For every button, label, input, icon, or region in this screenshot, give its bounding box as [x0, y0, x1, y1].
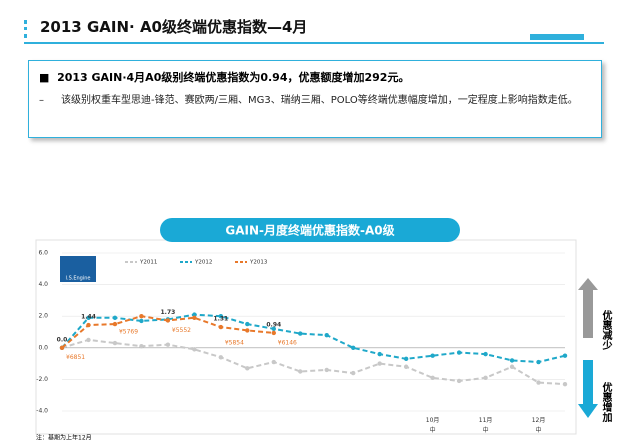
point — [139, 344, 144, 349]
point — [403, 364, 409, 369]
note: 注：基期为上年12月 — [36, 434, 92, 442]
x-tick-label: 12月中 — [532, 417, 546, 434]
title-dots — [24, 20, 30, 38]
point — [456, 350, 462, 355]
headline-row: ■ 2013 GAIN·4月A0级别终端优惠指数为0.94，优惠额度增加292元… — [39, 71, 410, 84]
point — [430, 353, 435, 358]
data-label: 1.31 — [213, 316, 228, 323]
point — [165, 342, 171, 347]
chart-title: GAIN-月度终端优惠指数-A0级 — [225, 223, 394, 238]
point — [509, 364, 515, 369]
point — [218, 314, 224, 319]
data-label: 0.94 — [266, 321, 281, 328]
point — [536, 380, 541, 385]
headline: 2013 GAIN·4月A0级别终端优惠指数为0.94，优惠额度增加292元。 — [57, 71, 410, 84]
y-tick-label: 6.0 — [38, 250, 48, 257]
point — [298, 369, 303, 374]
point — [377, 351, 382, 357]
data-label: 1.73 — [160, 309, 175, 316]
point — [86, 322, 91, 328]
point — [509, 358, 515, 363]
point — [192, 312, 197, 317]
annotation: ¥6146 — [278, 340, 297, 347]
y-tick-label: 2.0 — [38, 313, 48, 320]
down-arrow — [578, 360, 598, 418]
point — [430, 375, 435, 381]
point — [456, 378, 462, 384]
x-tick-label: 11月中 — [479, 417, 493, 434]
legend-label: Y2011 — [139, 260, 157, 266]
title-underline — [24, 42, 604, 44]
point — [483, 351, 488, 357]
side-label-down: 优惠增加 — [600, 381, 613, 423]
annotation: ¥6851 — [66, 354, 85, 361]
point — [483, 375, 488, 381]
point — [192, 315, 197, 320]
annotation: ¥5854 — [225, 340, 244, 347]
point — [351, 345, 356, 350]
series-line — [61, 338, 566, 386]
detail-row: – 该级别权重车型思迪-锋范、赛欧两/三厢、MG3、瑞纳三厢、POLO等终端优惠幅… — [39, 93, 589, 109]
legend-label: Y2013 — [249, 260, 268, 266]
point — [218, 324, 224, 330]
point — [245, 321, 250, 327]
series-line — [61, 313, 566, 364]
point — [271, 330, 276, 336]
point — [112, 321, 118, 327]
point — [351, 370, 356, 376]
point — [112, 340, 118, 346]
point — [86, 337, 91, 343]
y-tick-label: -4.0 — [36, 408, 48, 415]
x-tick-label: 10月中 — [426, 417, 440, 434]
chart-frame — [35, 239, 577, 435]
data-label: 0.0 — [57, 336, 68, 343]
annotation: ¥5769 — [119, 329, 138, 336]
legend-label: Y2012 — [194, 260, 212, 266]
point — [245, 328, 250, 333]
side-label-up: 优惠减少 — [600, 309, 613, 350]
y-tick-label: 0.0 — [38, 344, 48, 351]
dash: – — [39, 95, 44, 106]
data-label: 1.44 — [81, 314, 96, 321]
point — [192, 347, 197, 352]
point — [112, 315, 118, 320]
point — [165, 318, 171, 323]
y-tick-label: -2.0 — [36, 376, 48, 383]
point — [139, 314, 144, 319]
annotation: ¥5552 — [172, 327, 191, 334]
title-accent — [530, 34, 584, 40]
point — [562, 353, 568, 358]
point — [536, 359, 541, 365]
logo: I.S.Engine — [66, 276, 91, 282]
point — [562, 381, 568, 387]
logo-box — [60, 256, 96, 282]
point — [324, 367, 329, 373]
point — [59, 345, 65, 350]
point — [271, 359, 276, 365]
y-tick-label: 4.0 — [38, 281, 48, 288]
summary-box: ■ 2013 GAIN·4月A0级别终端优惠指数为0.94，优惠额度增加292元… — [28, 60, 602, 138]
point — [377, 361, 382, 366]
point — [139, 318, 144, 324]
chart-title-pill — [160, 218, 460, 242]
point — [324, 332, 329, 338]
point — [271, 326, 276, 332]
point — [218, 355, 224, 360]
point — [245, 366, 250, 371]
point — [298, 331, 303, 336]
point — [403, 356, 409, 362]
point — [86, 315, 91, 320]
up-arrow — [578, 278, 598, 338]
detail: 该级别权重车型思迪-锋范、赛欧两/三厢、MG3、瑞纳三厢、POLO等终端优惠幅度… — [61, 95, 578, 106]
title: 2013 GAIN· A0级终端优惠指数—4月 — [40, 18, 308, 36]
